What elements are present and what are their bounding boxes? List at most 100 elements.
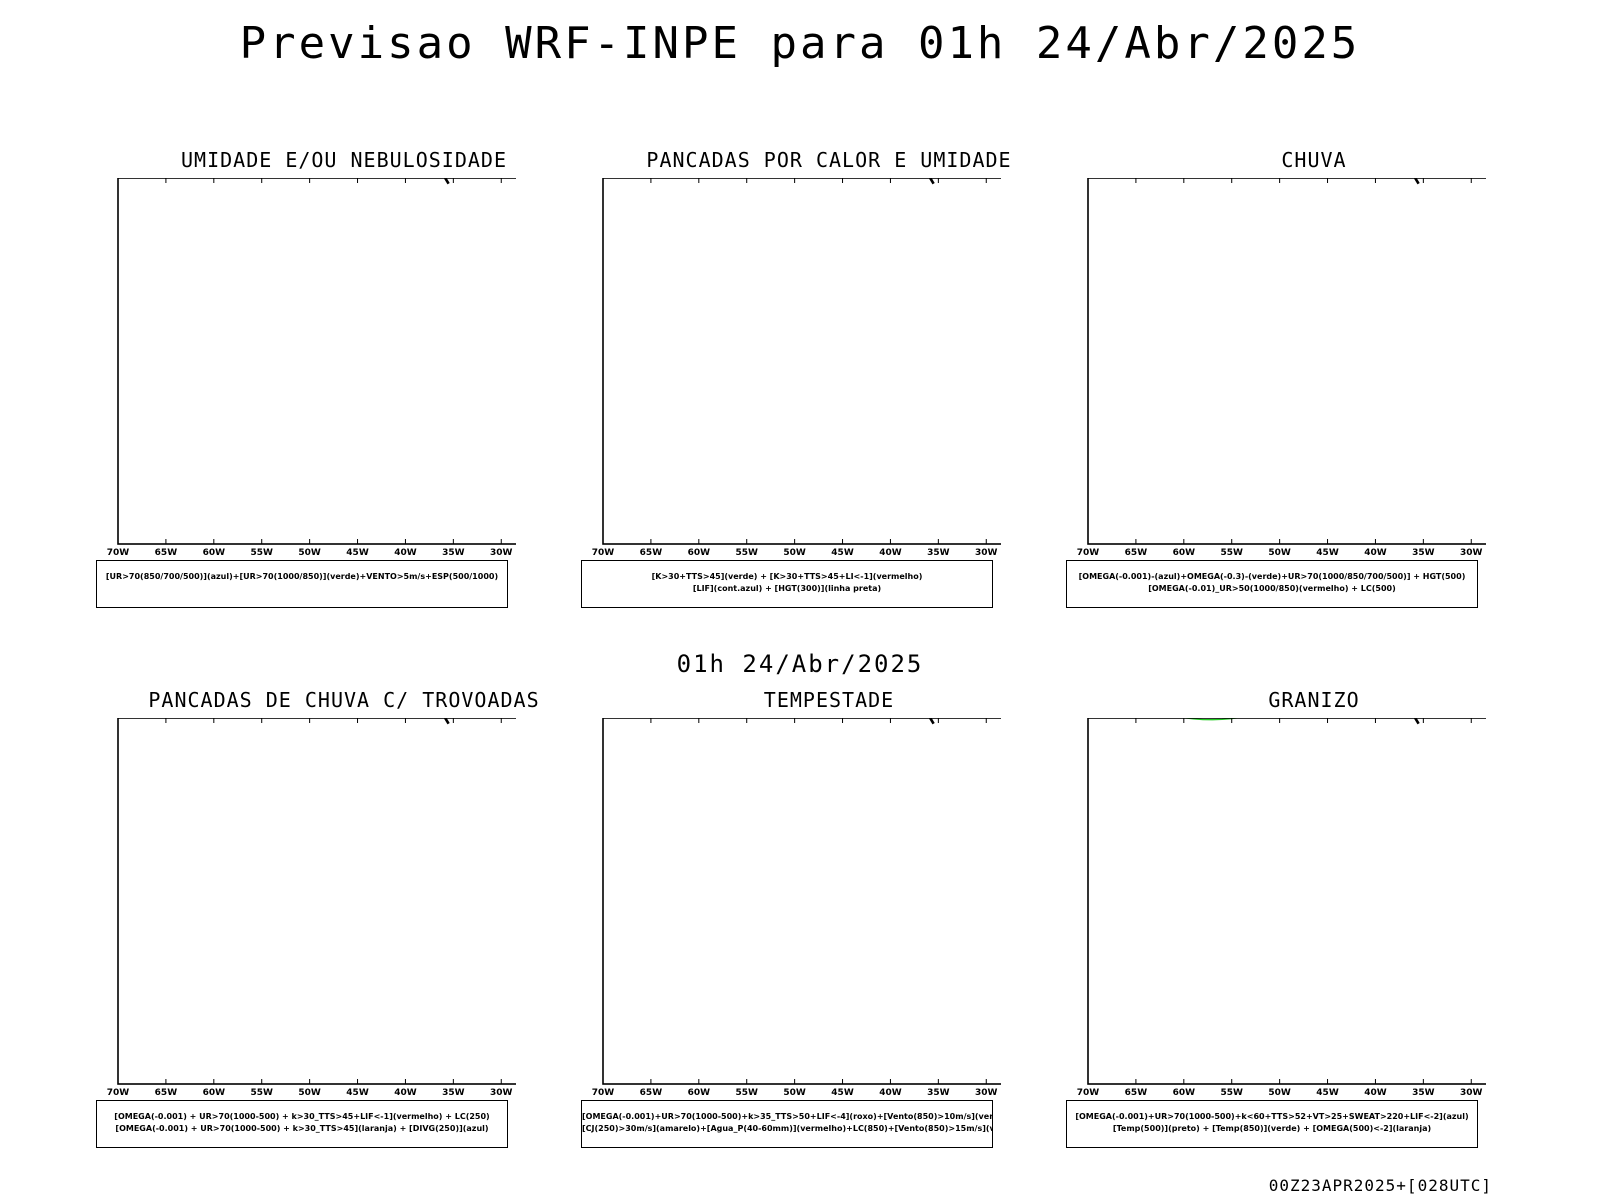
map-tempestade: 4012S15S18S21S24S27S30S33S36S39S42S70W65…: [592, 718, 1001, 1098]
axes: 12S15S18S21S24S27S30S33S36S39S42S70W65W6…: [1077, 178, 1483, 558]
lon-label: 50W: [298, 1088, 321, 1098]
legend-box: [OMEGA(-0.001)+UR>70(1000-500)+k<60+TTS>…: [1066, 1100, 1478, 1148]
map-granizo: -12-15-18-1812S15S18S21S24S27S30S33S36S3…: [1077, 718, 1486, 1098]
lon-label: 55W: [250, 1088, 273, 1098]
legend-line: [OMEGA(-0.001)+UR>70(1000-500)+k>35_TTS>…: [582, 1112, 992, 1121]
main-title: Previsao WRF-INPE para 01h 24/Abr/2025: [239, 18, 1361, 69]
lon-label: 35W: [442, 1088, 465, 1098]
lon-label: 40W: [1364, 1088, 1387, 1098]
legend-line: [OMEGA(-0.001) + UR>70(1000-500) + k>30_…: [115, 1124, 489, 1133]
axes: 12S15S18S21S24S27S30S33S36S39S42S70W65W6…: [1077, 718, 1483, 1098]
lon-label: 60W: [688, 548, 711, 558]
panel-title: PANCADAS DE CHUVA C/ TROVOADAS: [148, 688, 540, 712]
lon-label: 50W: [298, 548, 321, 558]
panel-pancadas-calor: PANCADAS POR CALOR E UMIDADE 96009520944…: [579, 148, 1079, 628]
lon-label: 65W: [155, 1088, 178, 1098]
lon-label: 70W: [1077, 1088, 1100, 1098]
lon-label: 45W: [1316, 1088, 1339, 1098]
legend-line: [OMEGA(-0.01)_UR>50(1000/850)(vermelho) …: [1148, 584, 1396, 593]
map-background: [603, 718, 1001, 1084]
lon-label: 45W: [831, 1088, 854, 1098]
lon-label: 55W: [1220, 548, 1243, 558]
legend-box: [OMEGA(-0.001)+UR>70(1000-500)+k>35_TTS>…: [581, 1100, 993, 1148]
map-frame: [1087, 178, 1486, 545]
panel-title: TEMPESTADE: [763, 688, 895, 712]
lon-label: 55W: [250, 548, 273, 558]
lon-label: 50W: [1268, 1088, 1291, 1098]
axes: 12S15S18S21S24S27S30S33S36S39S42S70W65W6…: [107, 718, 513, 1098]
lon-label: 70W: [592, 1088, 615, 1098]
map-frame: [1087, 718, 1486, 1085]
panel-trovoadas: PANCADAS DE CHUVA C/ TROVOADAS 12S15S18S…: [94, 688, 594, 1168]
map-umidade: 101210161016101257657056455855254612S15S…: [107, 178, 516, 558]
lon-label: 70W: [107, 1088, 130, 1098]
lon-label: 60W: [688, 1088, 711, 1098]
map-trovoadas: 12S15S18S21S24S27S30S33S36S39S42S70W65W6…: [107, 718, 516, 1098]
lon-label: 45W: [346, 548, 369, 558]
legend-box: [K>30+TTS>45](verde) + [K>30+TTS>45+LI<-…: [581, 560, 993, 608]
map-frame: [117, 178, 516, 545]
lon-label: 70W: [1077, 548, 1100, 558]
lon-label: 30W: [975, 548, 998, 558]
lon-label: 65W: [640, 548, 663, 558]
lon-label: 35W: [442, 548, 465, 558]
legend-line: [CJ(250)>30m/s](amarelo)+[Agua_P(40-60mm…: [582, 1124, 992, 1133]
map-background: [603, 178, 1001, 544]
map-frame: [602, 718, 1001, 1085]
lon-label: 50W: [783, 1088, 806, 1098]
lon-label: 70W: [592, 548, 615, 558]
lon-label: 60W: [1173, 1088, 1196, 1098]
panel-title: CHUVA: [1281, 148, 1347, 172]
legend-line: [OMEGA(-0.001) + UR>70(1000-500) + k>30_…: [114, 1112, 490, 1121]
lon-label: 55W: [735, 548, 758, 558]
lon-label: 55W: [1220, 1088, 1243, 1098]
axes: 12S15S18S21S24S27S30S33S36S39S42S70W65W6…: [592, 178, 998, 558]
lon-label: 30W: [490, 1088, 513, 1098]
map-chuva: 58858257957657357056756456155855512S15S1…: [1077, 178, 1486, 558]
lon-label: 60W: [1173, 548, 1196, 558]
lon-label: 65W: [1125, 1088, 1148, 1098]
lon-label: 55W: [735, 1088, 758, 1098]
lon-label: 60W: [203, 1088, 226, 1098]
lon-label: 40W: [394, 548, 417, 558]
lon-label: 45W: [346, 1088, 369, 1098]
map-background: [118, 718, 516, 1084]
lon-label: 60W: [203, 548, 226, 558]
lon-label: 40W: [879, 1088, 902, 1098]
lon-label: 30W: [1460, 548, 1483, 558]
legend-box: [OMEGA(-0.001)-(azul)+OMEGA(-0.3)-(verde…: [1066, 560, 1478, 608]
lon-label: 40W: [879, 548, 902, 558]
lon-label: 35W: [1412, 1088, 1435, 1098]
panel-title: GRANIZO: [1268, 688, 1360, 712]
lon-label: 45W: [831, 548, 854, 558]
panel-granizo: GRANIZO -12-15-18-1812S15S18S21S24S27S30…: [1064, 688, 1564, 1168]
run-footer: 00Z23APR2025+[028UTC]: [1268, 1176, 1492, 1195]
mid-title: 01h 24/Abr/2025: [676, 650, 924, 678]
lon-label: 30W: [1460, 1088, 1483, 1098]
lon-label: 50W: [783, 548, 806, 558]
map-frame: [117, 718, 516, 1085]
axes: 12S15S18S21S24S27S30S33S36S39S42S70W65W6…: [107, 178, 513, 558]
lon-label: 50W: [1268, 548, 1291, 558]
legend-line: [OMEGA(-0.001)-(azul)+OMEGA(-0.3)-(verde…: [1078, 572, 1466, 581]
lon-label: 65W: [640, 1088, 663, 1098]
axes: 12S15S18S21S24S27S30S33S36S39S42S70W65W6…: [592, 718, 998, 1098]
legend-line: [Temp(500)](preto) + [Temp(850)](verde) …: [1112, 1124, 1432, 1133]
legend-line: [OMEGA(-0.001)+UR>70(1000-500)+k<60+TTS>…: [1075, 1112, 1469, 1121]
panel-title: UMIDADE E/OU NEBULOSIDADE: [180, 148, 508, 172]
legend-box: [OMEGA(-0.001) + UR>70(1000-500) + k>30_…: [96, 1100, 508, 1148]
lon-label: 40W: [1364, 548, 1387, 558]
legend-line: [K>30+TTS>45](verde) + [K>30+TTS>45+LI<-…: [651, 572, 923, 581]
map-frame: [602, 178, 1001, 545]
lon-label: 35W: [1412, 548, 1435, 558]
lon-label: 40W: [394, 1088, 417, 1098]
panel-umidade: UMIDADE E/OU NEBULOSIDADE 10121016101610…: [94, 148, 594, 628]
legend-box: [UR>70(850/700/500)](azul)+[UR>70(1000/8…: [96, 560, 508, 608]
lon-label: 65W: [1125, 548, 1148, 558]
panel-tempestade: TEMPESTADE 4012S15S18S21S24S27S30S33S36S…: [579, 688, 1079, 1168]
map-background: [118, 178, 516, 544]
map-pancadas-calor: 9600952094409600952094409360928092009120…: [592, 178, 1001, 558]
lon-label: 70W: [107, 548, 130, 558]
legend-line: [LIF](cont.azul) + [HGT(300)](linha pret…: [692, 584, 882, 593]
legend-line: [UR>70(850/700/500)](azul)+[UR>70(1000/8…: [105, 572, 499, 581]
